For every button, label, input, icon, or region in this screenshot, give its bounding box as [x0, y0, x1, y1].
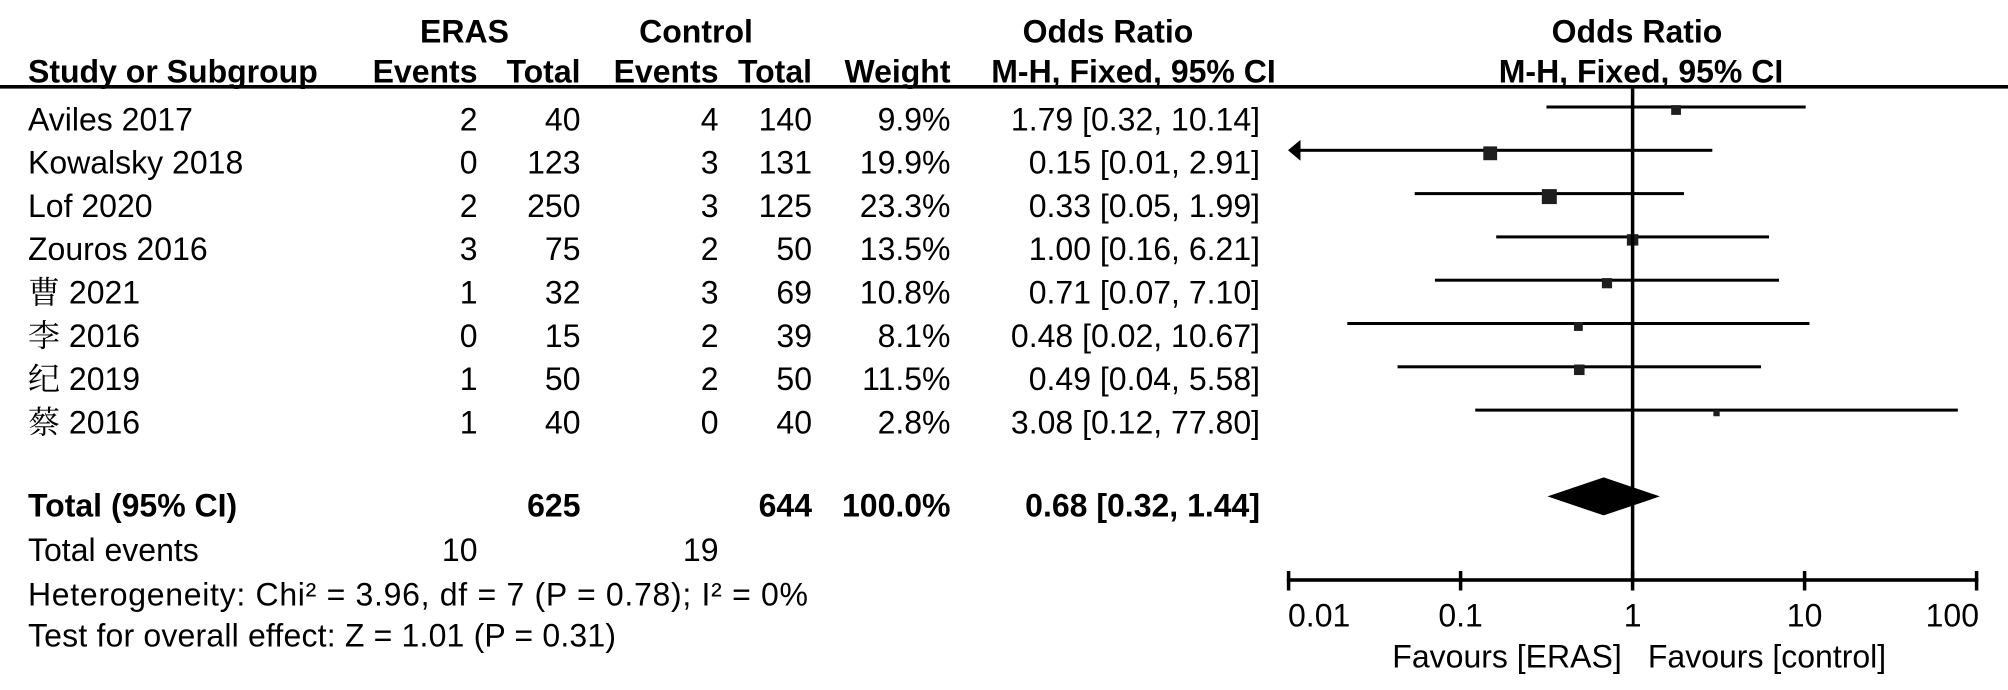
svg-text:0: 0: [701, 404, 719, 440]
svg-text:Study or Subgroup: Study or Subgroup: [28, 54, 318, 90]
svg-text:0.1: 0.1: [1438, 598, 1482, 634]
svg-text:0: 0: [460, 318, 478, 354]
svg-text:3.08 [0.12, 77.80]: 3.08 [0.12, 77.80]: [1011, 404, 1260, 440]
svg-text:2021: 2021: [69, 275, 140, 311]
svg-text:Control: Control: [639, 14, 753, 50]
svg-text:13.5%: 13.5%: [860, 231, 951, 267]
svg-text:2.8%: 2.8%: [878, 404, 951, 440]
svg-text:100: 100: [1926, 598, 1979, 634]
svg-text:Weight: Weight: [844, 54, 950, 90]
svg-text:Total: Total: [738, 54, 812, 90]
svg-text:Total events: Total events: [28, 532, 199, 568]
svg-text:1: 1: [460, 361, 478, 397]
svg-text:Total: Total: [506, 54, 580, 90]
svg-text:0.68 [0.32, 1.44]: 0.68 [0.32, 1.44]: [1025, 488, 1260, 524]
svg-text:10: 10: [1787, 598, 1823, 634]
svg-text:M-H, Fixed, 95% CI: M-H, Fixed, 95% CI: [991, 54, 1276, 90]
svg-text:1: 1: [460, 275, 478, 311]
svg-text:123: 123: [527, 145, 580, 181]
svg-text:8.1%: 8.1%: [878, 318, 951, 354]
svg-text:11.5%: 11.5%: [862, 361, 950, 397]
svg-text:3: 3: [460, 231, 478, 267]
svg-text:19.9%: 19.9%: [860, 145, 951, 181]
svg-text:3: 3: [701, 145, 719, 181]
svg-text:2: 2: [701, 318, 719, 354]
svg-text:10.8%: 10.8%: [860, 275, 951, 311]
svg-text:15: 15: [545, 318, 581, 354]
svg-text:Events: Events: [373, 54, 478, 90]
svg-text:2: 2: [460, 188, 478, 224]
svg-text:0.49 [0.04, 5.58]: 0.49 [0.04, 5.58]: [1029, 361, 1260, 397]
svg-text:19: 19: [683, 532, 719, 568]
svg-text:100.0%: 100.0%: [842, 488, 951, 524]
svg-text:2016: 2016: [69, 404, 140, 440]
svg-text:23.3%: 23.3%: [860, 188, 951, 224]
svg-text:3: 3: [701, 275, 719, 311]
svg-text:50: 50: [776, 231, 812, 267]
svg-text:1.00 [0.16, 6.21]: 1.00 [0.16, 6.21]: [1029, 231, 1260, 267]
svg-text:0.01: 0.01: [1288, 598, 1350, 634]
svg-text:32: 32: [545, 275, 581, 311]
svg-text:625: 625: [527, 488, 580, 524]
svg-text:2019: 2019: [69, 361, 140, 397]
svg-text:2: 2: [701, 361, 719, 397]
svg-text:Favours [ERAS]: Favours [ERAS]: [1392, 639, 1621, 675]
svg-text:Odds Ratio: Odds Ratio: [1023, 14, 1194, 50]
svg-text:50: 50: [776, 361, 812, 397]
svg-text:3: 3: [701, 188, 719, 224]
svg-text:Events: Events: [614, 54, 719, 90]
svg-text:Favours [control]: Favours [control]: [1648, 639, 1886, 675]
svg-text:1: 1: [1624, 598, 1642, 634]
svg-text:Zouros 2016: Zouros 2016: [28, 231, 208, 267]
svg-text:69: 69: [776, 275, 812, 311]
svg-text:0.48 [0.02, 10.67]: 0.48 [0.02, 10.67]: [1011, 318, 1260, 354]
svg-text:250: 250: [527, 188, 580, 224]
svg-text:2016: 2016: [69, 318, 140, 354]
svg-text:40: 40: [776, 404, 812, 440]
svg-text:4: 4: [701, 101, 719, 137]
svg-text:9.9%: 9.9%: [878, 101, 951, 137]
svg-text:131: 131: [759, 145, 812, 181]
svg-text:2: 2: [701, 231, 719, 267]
svg-text:644: 644: [759, 488, 813, 524]
svg-text:1.79 [0.32, 10.14]: 1.79 [0.32, 10.14]: [1011, 101, 1260, 137]
svg-text:Heterogeneity: Chi² = 3.96, df: Heterogeneity: Chi² = 3.96, df = 7 (P = …: [28, 577, 808, 613]
svg-text:Lof 2020: Lof 2020: [28, 188, 153, 224]
svg-text:39: 39: [776, 318, 812, 354]
svg-text:140: 140: [759, 101, 812, 137]
svg-text:Kowalsky 2018: Kowalsky 2018: [28, 145, 243, 181]
svg-text:Total (95% CI): Total (95% CI): [28, 488, 237, 524]
svg-text:40: 40: [545, 404, 581, 440]
svg-text:Odds Ratio: Odds Ratio: [1552, 14, 1723, 50]
svg-text:0.33 [0.05, 1.99]: 0.33 [0.05, 1.99]: [1029, 188, 1260, 224]
svg-text:40: 40: [545, 101, 581, 137]
svg-text:0.71 [0.07, 7.10]: 0.71 [0.07, 7.10]: [1029, 275, 1260, 311]
svg-text:1: 1: [460, 404, 478, 440]
svg-text:Aviles 2017: Aviles 2017: [28, 101, 193, 137]
svg-text:ERAS: ERAS: [420, 14, 509, 50]
svg-text:Test for overall effect: Z = 1: Test for overall effect: Z = 1.01 (P = 0…: [28, 618, 616, 654]
svg-text:125: 125: [759, 188, 812, 224]
svg-text:75: 75: [545, 231, 581, 267]
svg-text:M-H, Fixed, 95% CI: M-H, Fixed, 95% CI: [1499, 54, 1784, 90]
svg-text:2: 2: [460, 101, 478, 137]
svg-text:50: 50: [545, 361, 581, 397]
svg-text:0.15 [0.01, 2.91]: 0.15 [0.01, 2.91]: [1029, 145, 1260, 181]
svg-text:10: 10: [442, 532, 478, 568]
svg-text:0: 0: [460, 145, 478, 181]
